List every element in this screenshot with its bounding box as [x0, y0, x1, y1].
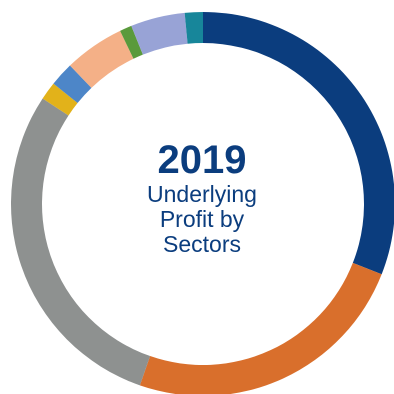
center-label: 2019 Underlying Profit by Sectors	[97, 138, 307, 257]
donut-slice-7	[120, 25, 143, 59]
donut-slice-8	[131, 12, 188, 55]
donut-slice-5	[53, 65, 92, 104]
donut-slice-6	[69, 30, 134, 88]
donut-slice-9	[184, 12, 203, 44]
donut-slice-3	[11, 98, 151, 386]
subtitle-line-1: Underlying	[147, 181, 257, 207]
donut-slice-4	[42, 83, 78, 116]
subtitle-line-3: Sectors	[163, 231, 241, 257]
chart-title: 2019	[157, 138, 247, 182]
subtitle-line-2: Profit by	[159, 206, 245, 232]
donut-slice-2	[139, 262, 382, 394]
donut-slice-1	[203, 12, 394, 275]
